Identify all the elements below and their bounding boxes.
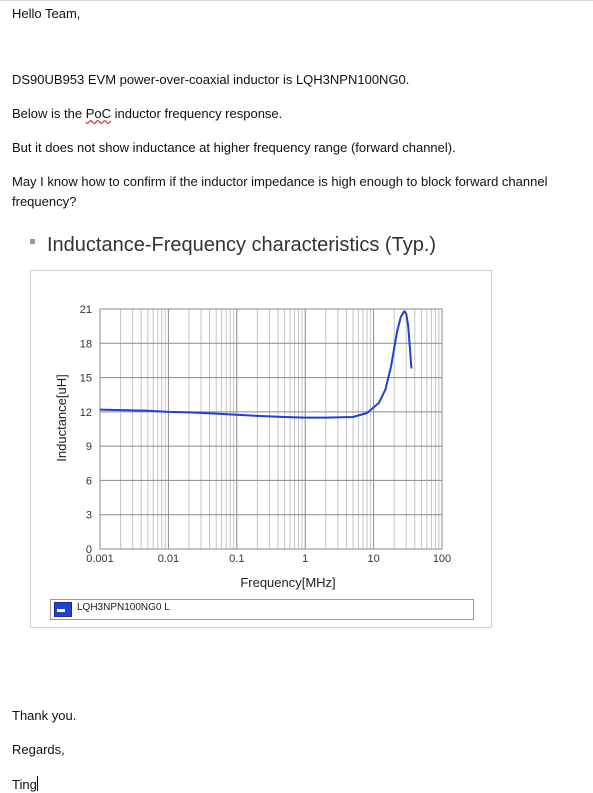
y-tick-label: 0 bbox=[86, 544, 92, 556]
text-cursor bbox=[36, 776, 38, 791]
signature-line: Ting bbox=[12, 776, 38, 792]
email-line-inductor: DS90UB953 EVM power-over-coaxial inducto… bbox=[12, 72, 410, 87]
y-tick-label: 21 bbox=[80, 304, 92, 316]
signature-text: Ting bbox=[12, 777, 37, 792]
chart-legend: LQH3NPN100NG0 L bbox=[50, 599, 474, 620]
y-tick-label: 12 bbox=[80, 407, 92, 419]
series-line bbox=[99, 310, 413, 419]
x-tick-label: 0.1 bbox=[229, 553, 244, 565]
bullet-icon bbox=[30, 239, 35, 245]
thanks-text: Thank you. bbox=[12, 708, 77, 723]
y-tick-label: 18 bbox=[80, 338, 92, 350]
email-line-frequency-response: Below is the PoC inductor frequency resp… bbox=[12, 106, 282, 121]
y-tick-label: 6 bbox=[86, 475, 92, 487]
line2-after: inductor frequency response. bbox=[111, 106, 283, 121]
regards-text: Regards, bbox=[12, 742, 65, 757]
y-tick-labels: 0 3 6 9 12 15 18 21 bbox=[80, 304, 92, 556]
y-tick-label: 3 bbox=[86, 510, 92, 522]
section-title: Inductance-Frequency characteristics (Ty… bbox=[47, 234, 437, 256]
legend-series-label: LQH3NPN100NG0 L bbox=[77, 602, 170, 613]
x-tick-label: 0.001 bbox=[86, 553, 114, 565]
section-heading: Inductance-Frequency characteristics (Ty… bbox=[30, 234, 436, 257]
window-top-border bbox=[0, 0, 593, 1]
grid-lines bbox=[99, 308, 442, 550]
legend-swatch-icon bbox=[54, 602, 72, 617]
greeting-text: Hello Team, bbox=[12, 6, 81, 21]
x-tick-label: 10 bbox=[367, 553, 379, 565]
y-axis-label: Inductance[uH] bbox=[54, 374, 69, 461]
x-tick-label: 1 bbox=[302, 553, 308, 565]
email-question-paragraph: May I know how to confirm if the inducto… bbox=[12, 174, 548, 209]
y-tick-label: 15 bbox=[80, 373, 92, 385]
x-tick-label: 0.01 bbox=[158, 553, 179, 565]
plot-area bbox=[99, 308, 443, 550]
x-tick-labels: 0.001 0.01 0.1 1 10 100 bbox=[86, 553, 451, 565]
line2-before: Below is the bbox=[12, 106, 86, 121]
y-tick-label: 9 bbox=[86, 441, 92, 453]
x-tick-label: 100 bbox=[433, 553, 451, 565]
x-axis-label: Frequency[MHz] bbox=[240, 575, 335, 590]
series-group bbox=[99, 310, 413, 419]
poc-word: PoC bbox=[85, 106, 111, 121]
email-line-higher-frequency: But it does not show inductance at highe… bbox=[12, 140, 456, 155]
